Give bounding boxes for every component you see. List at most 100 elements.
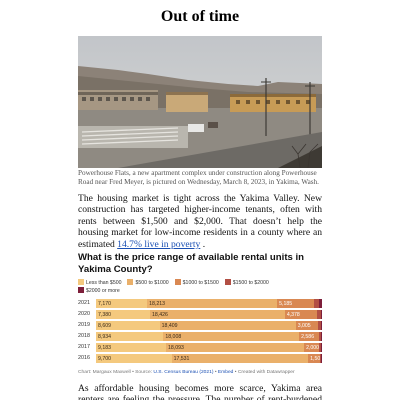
year-label: 2017 <box>78 344 90 350</box>
bar-segment: 17,531 <box>171 354 309 363</box>
data-label: 2,000 <box>306 344 320 351</box>
embed-link[interactable]: Embed <box>217 370 234 375</box>
bar-segment <box>321 354 322 363</box>
chart-credit: Chart: Margaux Maxwell <box>78 370 131 375</box>
year-label: 2020 <box>78 311 90 317</box>
article-photo <box>78 36 322 168</box>
chart-legend: Less than $500 $500 to $1000 $1000 to $150… <box>78 279 322 295</box>
bar-row: 2021 7,170 18,213 5,185 <box>78 298 322 309</box>
legend-swatch <box>174 279 181 285</box>
data-label: 18,426 <box>152 311 168 318</box>
data-label: 17,531 <box>173 355 190 362</box>
chart-title: What is the price range of available ren… <box>78 252 305 275</box>
stacked-bar: 8,934 18,008 2,586 <box>96 332 322 341</box>
bar-segment: 7,170 <box>96 299 148 308</box>
datawrapper-credit: Created with Datawrapper <box>237 370 295 375</box>
data-label: 8,934 <box>98 333 111 340</box>
bar-segment <box>319 354 322 363</box>
chart-footer: Chart: Margaux Maxwell • Source: U.S. Ce… <box>78 370 295 375</box>
bar-segment: 18,409 <box>159 321 296 330</box>
bar-row: 2020 7,380 18,426 4,378 <box>78 309 322 320</box>
legend-label: $500 to $1000 <box>135 280 169 286</box>
stacked-bar: 7,380 18,426 4,378 <box>96 310 322 319</box>
data-label: 7,170 <box>98 300 111 307</box>
bar-segment: 8,609 <box>96 321 160 330</box>
bar-segment: 1,500 <box>308 354 323 363</box>
bar-segment: 5,185 <box>277 299 315 308</box>
bar-segment <box>319 343 322 352</box>
bar-segment <box>319 299 322 308</box>
bar-segment <box>321 343 322 352</box>
data-label: 4,378 <box>286 311 300 318</box>
bar-segment: 7,380 <box>96 310 150 319</box>
bar-row: 2017 9,183 18,093 2,000 <box>78 342 322 353</box>
paragraph-1-end: . <box>200 238 206 250</box>
legend-label: $1000 to $1500 <box>182 280 219 286</box>
data-label: 18,213 <box>149 300 166 307</box>
legend-item: Less than $500 <box>78 279 121 287</box>
article-headline: Out of time <box>160 8 240 25</box>
bar-segment <box>317 321 321 330</box>
bar-segment <box>318 332 321 341</box>
legend-label: $2000 or more <box>86 288 120 294</box>
data-label: 5,185 <box>279 300 293 307</box>
bar-segment: 18,093 <box>166 343 305 352</box>
bar-segment: 4,378 <box>284 310 317 319</box>
bar-segment <box>320 332 322 341</box>
construction-photo <box>78 36 322 168</box>
article-paragraph-1: The housing market is tight across the Y… <box>78 193 322 250</box>
data-label: 18,093 <box>168 344 184 351</box>
legend-swatch <box>127 279 134 285</box>
bar-segment <box>316 310 321 319</box>
rental-price-chart: What is the price range of available ren… <box>78 252 323 375</box>
data-label: 9,700 <box>98 355 111 362</box>
data-label: 18,409 <box>161 322 178 329</box>
article-paragraph-2: As affordable housing becomes more scarc… <box>78 383 322 400</box>
bar-segment: 18,426 <box>150 310 285 319</box>
bar-segment: 2,586 <box>299 332 319 341</box>
bar-segment: 9,183 <box>96 343 167 352</box>
bar-segment <box>320 321 322 330</box>
bar-segment: 3,005 <box>295 321 318 330</box>
legend-label: Less than $500 <box>86 280 122 286</box>
legend-item: $1500 to $2000 <box>224 279 269 287</box>
legend-label: $1500 to $2000 <box>232 280 269 286</box>
source-link[interactable]: U.S. Census Bureau (2021) <box>153 370 214 375</box>
bar-segment <box>314 299 320 308</box>
year-label: 2016 <box>78 355 90 361</box>
bar-segment: 9,700 <box>96 354 172 363</box>
bar-row: 2016 9,700 17,531 1,500 <box>78 353 323 364</box>
year-label: 2021 <box>78 300 90 306</box>
bar-row: 2018 8,934 18,008 2,586 <box>78 331 322 342</box>
legend-item: $500 to $1000 <box>127 279 169 287</box>
data-label: 7,380 <box>98 311 111 318</box>
photo-caption: Powerhouse Flats, a new apartment comple… <box>78 169 319 186</box>
legend-item: $2000 or more <box>78 287 120 295</box>
stacked-bar: 9,183 18,093 2,000 <box>96 343 322 352</box>
data-label: 8,609 <box>98 322 111 329</box>
year-label: 2019 <box>78 322 90 328</box>
paragraph-1-text: The housing market is tight across the Y… <box>78 193 322 250</box>
bar-segment: 18,008 <box>163 332 300 341</box>
data-label: 3,005 <box>297 322 311 329</box>
legend-swatch <box>78 287 84 293</box>
chart-bars: 2021 7,170 18,213 5,185 2020 7,380 18,426 4,378… <box>78 298 323 364</box>
bar-row: 2019 8,609 18,409 3,005 <box>78 320 322 331</box>
bar-segment: 8,934 <box>96 332 164 341</box>
poverty-link[interactable]: 14.7% live in poverty <box>117 238 201 250</box>
year-label: 2018 <box>78 333 90 339</box>
bar-segment: 2,000 <box>304 343 320 352</box>
stacked-bar: 7,170 18,213 5,185 <box>96 299 322 308</box>
source-prefix: Source: <box>135 370 154 375</box>
stacked-bar: 9,700 17,531 1,500 <box>96 354 323 363</box>
legend-swatch <box>78 279 84 285</box>
legend-item: $1000 to $1500 <box>174 279 219 287</box>
bar-segment <box>320 310 322 319</box>
data-label: 18,008 <box>165 333 182 340</box>
bar-segment: 18,213 <box>147 299 278 308</box>
data-label: 9,183 <box>98 344 111 351</box>
legend-swatch <box>224 279 231 285</box>
stacked-bar: 8,609 18,409 3,005 <box>96 321 322 330</box>
data-label: 2,586 <box>301 333 315 340</box>
